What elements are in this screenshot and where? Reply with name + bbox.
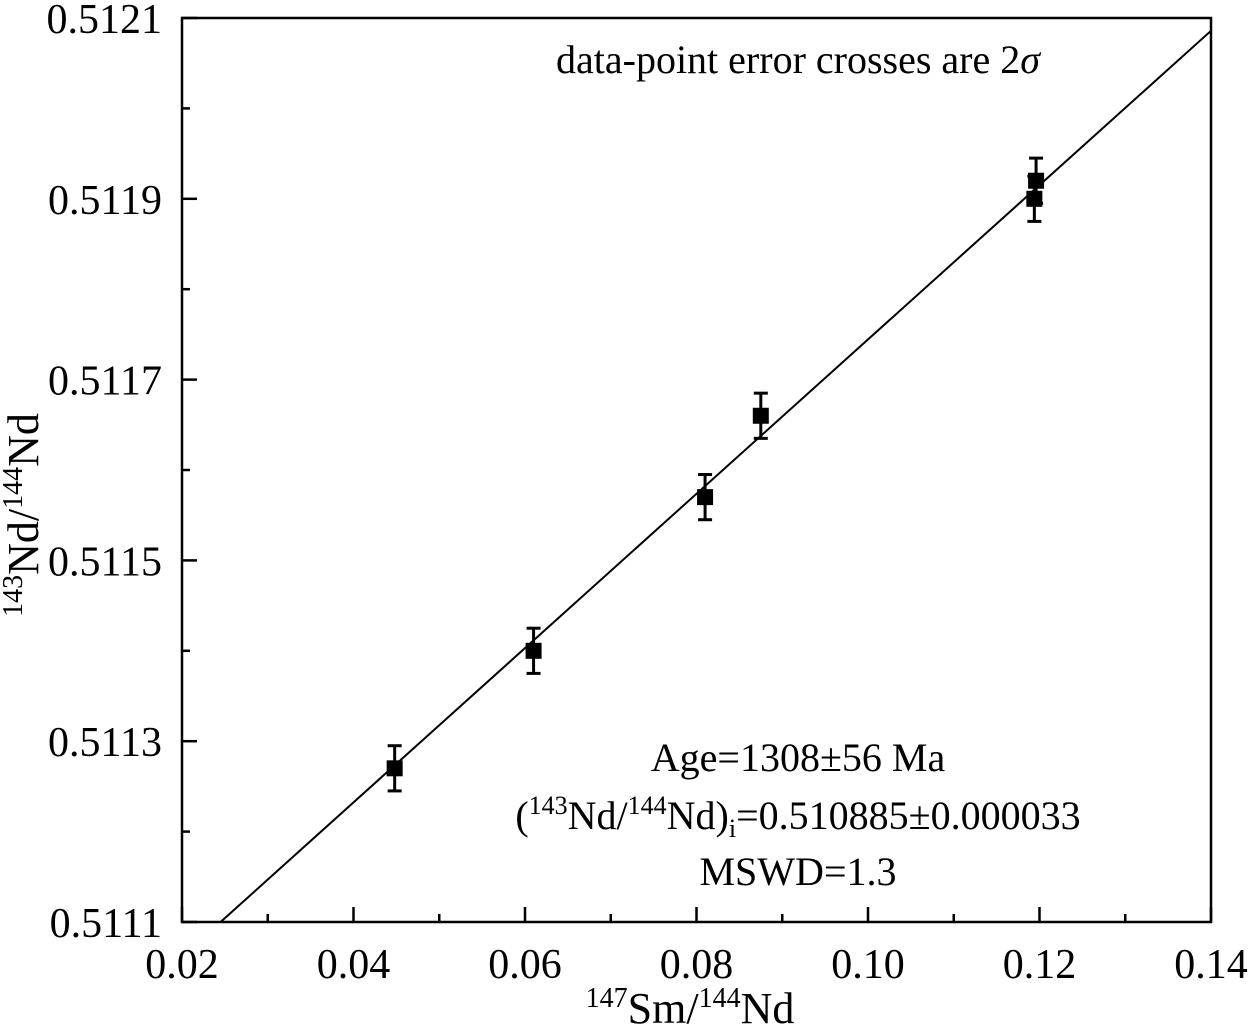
y-tick-label: 0.5117 <box>48 359 162 405</box>
data-point <box>386 760 403 777</box>
data-point <box>525 642 542 659</box>
y-axis-ticks: 0.5111 0.5113 0.5115 0.5117 0.5119 0.5121 <box>47 0 197 947</box>
data-point <box>752 407 769 424</box>
x-tick-label: 0.06 <box>488 942 562 988</box>
initial-sup-144: 144 <box>628 791 667 820</box>
x-tick-label: 0.12 <box>1003 942 1077 988</box>
annotation-error-note: data-point error crosses are 2σ <box>556 37 1041 82</box>
y-tick-label: 0.5121 <box>47 0 163 43</box>
data-point <box>697 489 714 506</box>
x-tick-label: 0.04 <box>317 942 391 988</box>
initial-paren: ( <box>515 793 528 838</box>
y-tick-label: 0.5115 <box>48 539 162 585</box>
initial-nd-slash: Nd/ <box>568 793 629 838</box>
x-tick-label: 0.10 <box>831 942 905 988</box>
x-label-sm: Sm/ <box>628 984 700 1029</box>
annotation-initial-ratio: (143Nd/144Nd)i=0.510885±0.000033 <box>515 791 1080 843</box>
x-tick-label: 0.08 <box>660 942 734 988</box>
y-tick-label: 0.5111 <box>50 901 162 947</box>
y-label-sup-144: 144 <box>0 467 29 509</box>
annotation-sigma: σ <box>1020 37 1041 82</box>
annotation-error-note-text: data-point error crosses are 2 <box>556 37 1020 82</box>
y-axis-label: 143Nd/144Nd <box>0 413 48 617</box>
y-label-sup-143: 143 <box>0 575 29 617</box>
x-label-sup-144: 144 <box>699 983 741 1014</box>
x-tick-label: 0.02 <box>145 942 219 988</box>
initial-sup-143: 143 <box>529 791 568 820</box>
annotation-mswd: MSWD=1.3 <box>699 849 896 894</box>
x-label-nd: Nd <box>741 984 795 1029</box>
data-points-layer <box>386 156 1045 793</box>
x-tick-label: 0.14 <box>1174 942 1248 988</box>
y-tick-label: 0.5119 <box>48 178 162 224</box>
y-label-nd: Nd/ <box>0 508 48 575</box>
isochron-line <box>219 30 1211 923</box>
x-axis-ticks: 0.02 0.04 0.06 0.08 0.10 0.12 0.14 <box>145 907 1248 988</box>
isochron-line-layer <box>219 30 1211 923</box>
y-label-nd2: Nd <box>0 413 48 467</box>
initial-nd-close: Nd) <box>667 793 729 838</box>
initial-sub-i: i <box>729 814 736 843</box>
y-tick-label: 0.5113 <box>48 720 162 766</box>
data-point <box>1028 172 1045 189</box>
x-label-sup-147: 147 <box>586 983 628 1014</box>
plot-frame <box>180 16 1213 924</box>
initial-value: =0.510885±0.000033 <box>736 793 1081 838</box>
x-axis-label: 147Sm/144Nd <box>586 983 795 1029</box>
annotation-age: Age=1308±56 Ma <box>651 735 946 780</box>
